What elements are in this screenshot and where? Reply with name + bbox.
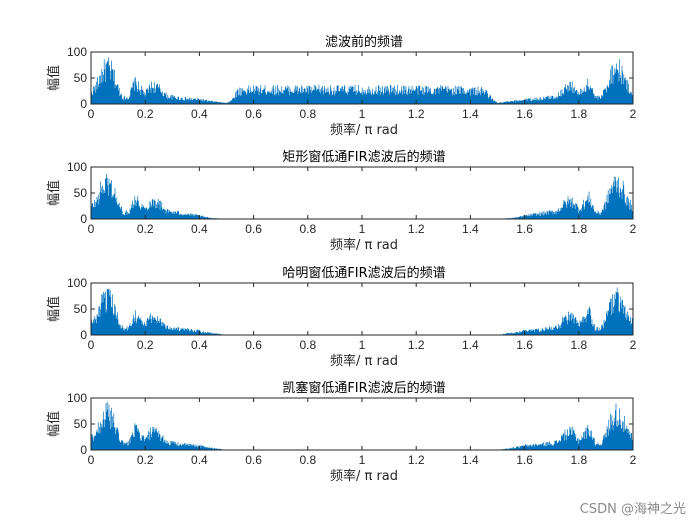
y-tick-label: 50 <box>74 302 88 316</box>
y-tick-label: 100 <box>67 276 87 290</box>
chart-title: 滤波前的频谱 <box>325 34 403 50</box>
y-tick-label: 100 <box>67 160 87 174</box>
x-tick-label: 0 <box>88 222 95 236</box>
y-tick-label: 100 <box>67 45 87 59</box>
x-tick-label: 1.6 <box>516 453 533 467</box>
y-axis-label: 幅值 <box>46 296 62 322</box>
x-tick-label: 1.4 <box>462 453 479 467</box>
x-tick-label: 1.2 <box>408 222 425 236</box>
x-tick-label: 2 <box>630 107 637 121</box>
spectrum-series <box>90 57 634 104</box>
subplot-2: 0 0.2 0.4 0.6 0.8 1 1.2 1.4 1.6 1.8 2 0 50 100 矩形窗低通FI… <box>46 149 637 253</box>
x-tick-label: 1.8 <box>570 453 587 467</box>
x-tick-label: 0.2 <box>137 338 154 352</box>
x-tick-label: 1.2 <box>408 107 425 121</box>
x-tick-label: 0.2 <box>137 222 154 236</box>
x-tick-label: 0.6 <box>245 453 262 467</box>
x-axis-label: 频率/ π rad <box>330 122 398 138</box>
x-tick-label: 1.8 <box>570 338 587 352</box>
spectrum-series <box>90 401 634 450</box>
x-tick-label: 1.2 <box>408 338 425 352</box>
x-tick-label: 1.8 <box>570 107 587 121</box>
x-tick-label: 1 <box>359 222 366 236</box>
x-tick-label: 0.4 <box>191 107 208 121</box>
x-tick-label: 1.4 <box>462 107 479 121</box>
y-tick-label: 100 <box>67 391 87 405</box>
subplot-1: 0 0.2 0.4 0.6 0.8 1 1.2 1.4 1.6 1.8 2 0 50 100 滤波前的频谱频… <box>46 34 637 138</box>
x-tick-label: 2 <box>630 453 637 467</box>
x-tick-label: 0.2 <box>137 107 154 121</box>
x-tick-label: 1.2 <box>408 453 425 467</box>
x-tick-label: 0.2 <box>137 453 154 467</box>
x-axis-label: 频率/ π rad <box>330 237 398 253</box>
y-tick-label: 50 <box>74 71 88 85</box>
spectrum-series <box>90 173 634 219</box>
spectrum-series <box>90 287 634 335</box>
y-tick-label: 50 <box>74 417 88 431</box>
x-tick-label: 1 <box>359 107 366 121</box>
x-tick-label: 0.8 <box>299 338 316 352</box>
x-tick-label: 1 <box>359 338 366 352</box>
x-tick-label: 0.8 <box>299 222 316 236</box>
chart-title: 凯塞窗低通FIR滤波后的频谱 <box>282 380 445 396</box>
y-axis-label: 幅值 <box>46 180 62 206</box>
x-axis-label: 频率/ π rad <box>330 468 398 484</box>
x-tick-label: 0.4 <box>191 453 208 467</box>
x-tick-label: 0 <box>88 107 95 121</box>
y-tick-label: 0 <box>80 212 87 226</box>
watermark: CSDN @海神之光 <box>579 502 686 517</box>
y-axis-label: 幅值 <box>46 411 62 437</box>
y-axis-label: 幅值 <box>46 65 62 91</box>
x-tick-label: 1.4 <box>462 338 479 352</box>
x-tick-label: 2 <box>630 338 637 352</box>
x-tick-label: 1.4 <box>462 222 479 236</box>
x-tick-label: 0.4 <box>191 222 208 236</box>
x-tick-label: 1.6 <box>516 338 533 352</box>
y-tick-label: 0 <box>80 97 87 111</box>
x-tick-label: 1.8 <box>570 222 587 236</box>
x-tick-label: 2 <box>630 222 637 236</box>
chart-title: 矩形窗低通FIR滤波后的频谱 <box>282 149 445 165</box>
x-axis-label: 频率/ π rad <box>330 353 398 369</box>
x-tick-label: 0.8 <box>299 107 316 121</box>
x-tick-label: 0.8 <box>299 453 316 467</box>
subplot-3: 0 0.2 0.4 0.6 0.8 1 1.2 1.4 1.6 1.8 2 0 50 100 哈明窗低通FI… <box>46 265 637 369</box>
x-tick-label: 1.6 <box>516 107 533 121</box>
x-tick-label: 0 <box>88 453 95 467</box>
x-tick-label: 0.6 <box>245 338 262 352</box>
axes-box <box>90 282 634 336</box>
x-tick-label: 0.4 <box>191 338 208 352</box>
x-tick-label: 0.6 <box>245 222 262 236</box>
chart-title: 哈明窗低通FIR滤波后的频谱 <box>282 265 445 281</box>
x-tick-label: 0 <box>88 338 95 352</box>
subplot-4: 0 0.2 0.4 0.6 0.8 1 1.2 1.4 1.6 1.8 2 0 50 100 凯塞窗低通FI… <box>46 380 637 484</box>
y-tick-label: 50 <box>74 186 88 200</box>
y-tick-label: 0 <box>80 443 87 457</box>
x-tick-label: 1.6 <box>516 222 533 236</box>
x-tick-label: 0.6 <box>245 107 262 121</box>
x-tick-label: 1 <box>359 453 366 467</box>
y-tick-label: 0 <box>80 328 87 342</box>
